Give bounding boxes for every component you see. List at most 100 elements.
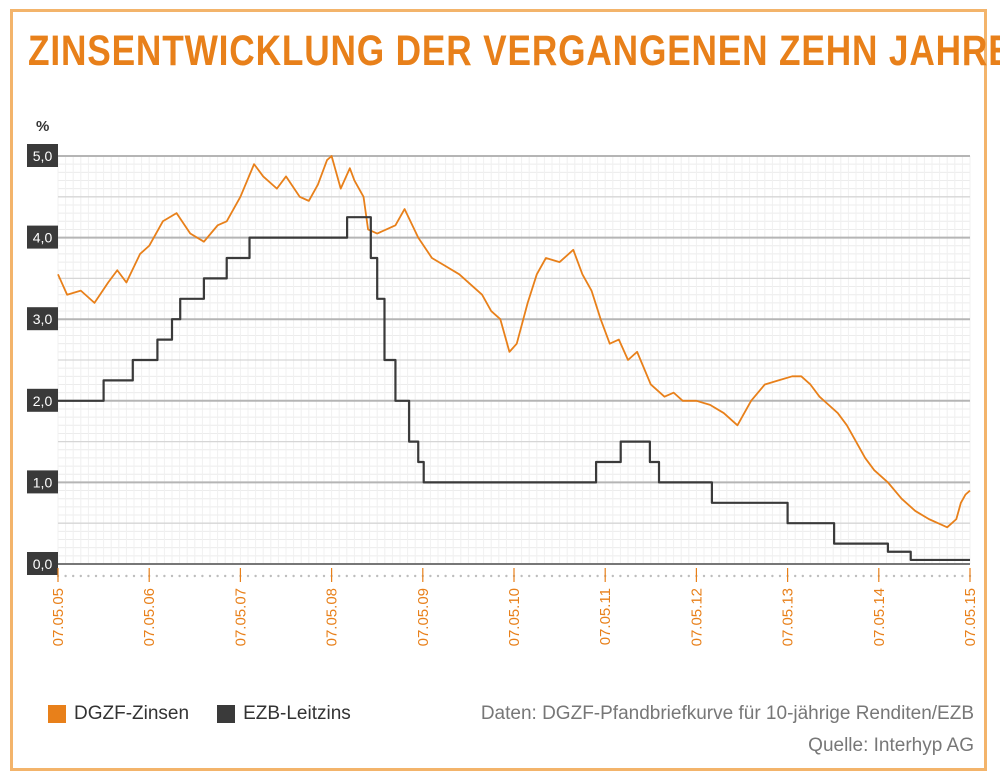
x-minor-tick (885, 574, 888, 578)
legend-item-dgzf: DGZF-Zinsen (48, 703, 189, 725)
x-tick-label: 07.05.12 (688, 588, 705, 646)
legend-label-ezb: EZB-Leitzins (243, 703, 351, 724)
x-tick-label: 07.05.05 (50, 588, 67, 646)
x-minor-tick (763, 574, 766, 578)
x-minor-tick (307, 574, 310, 578)
source-credit: Quelle: Interhyp AG (808, 735, 974, 756)
x-minor-tick (368, 574, 371, 578)
legend-swatch-ezb (217, 705, 236, 723)
x-minor-tick (520, 574, 523, 578)
x-minor-tick (186, 574, 189, 578)
x-minor-tick (550, 574, 554, 578)
x-minor-tick (322, 574, 326, 578)
x-minor-tick (132, 574, 136, 578)
y-tick-box (27, 144, 58, 167)
x-minor-tick (900, 574, 903, 578)
x-minor-tick (345, 574, 348, 578)
x-minor-tick (155, 574, 158, 578)
x-minor-tick (619, 574, 622, 578)
x-minor-tick (528, 574, 531, 578)
x-minor-tick (794, 574, 797, 578)
y-tick-label: 0,0 (33, 556, 53, 572)
x-tick-label: 07.05.14 (871, 588, 888, 646)
x-minor-tick (224, 574, 227, 578)
x-minor-tick (581, 574, 584, 578)
x-minor-tick (140, 574, 143, 578)
x-minor-tick (391, 574, 394, 578)
x-minor-tick (376, 574, 379, 578)
x-minor-tick (163, 574, 166, 578)
legend-label-dgzf: DGZF-Zinsen (74, 703, 190, 724)
series-line-ezb (58, 216, 970, 562)
x-minor-tick (254, 574, 257, 578)
x-minor-tick (72, 574, 75, 578)
x-minor-tick (543, 574, 546, 578)
x-minor-tick (908, 574, 911, 578)
x-minor-tick (193, 574, 196, 578)
x-minor-tick (383, 574, 386, 578)
x-minor-tick (809, 574, 812, 578)
x-minor-tick (497, 574, 500, 578)
x-minor-tick (406, 574, 409, 578)
x-minor-tick (573, 574, 576, 578)
x-minor-tick (953, 574, 956, 578)
x-minor-tick (649, 574, 652, 578)
x-minor-tick (611, 574, 614, 578)
y-tick-box (27, 388, 58, 412)
x-minor-tick (444, 574, 447, 578)
x-tick-label: 07.05.15 (962, 588, 979, 646)
x-tick-label: 07.05.09 (415, 588, 432, 646)
x-minor-tick (946, 574, 949, 578)
x-tick-label: 07.05.11 (597, 588, 614, 645)
x-minor-tick (398, 574, 402, 578)
x-minor-tick (566, 574, 569, 578)
x-minor-tick (870, 574, 873, 578)
x-minor-tick (733, 574, 736, 578)
y-axis-unit-label: % (36, 118, 49, 135)
x-minor-tick (474, 574, 478, 578)
x-tick-label: 07.05.08 (324, 588, 341, 646)
x-minor-tick (626, 574, 630, 578)
y-tick-label: 2,0 (33, 393, 53, 409)
x-minor-tick (467, 574, 470, 578)
x-minor-tick (923, 574, 926, 578)
x-minor-tick (246, 574, 250, 578)
x-minor-tick (756, 574, 759, 578)
y-tick-box (27, 470, 58, 494)
x-minor-tick (125, 574, 128, 578)
y-tick-box (27, 307, 58, 331)
x-minor-tick (262, 574, 265, 578)
x-minor-tick (292, 574, 295, 578)
x-minor-tick (854, 574, 858, 578)
data-source-note: Daten: DGZF-Pfandbriefkurve für 10-jähri… (480, 703, 974, 724)
x-minor-tick (216, 574, 219, 578)
x-minor-tick (94, 574, 98, 578)
x-minor-tick (892, 574, 896, 578)
y-tick-label: 5,0 (33, 148, 53, 164)
x-minor-tick (284, 574, 288, 578)
x-minor-tick (87, 574, 90, 578)
series-line-dgzf (57, 155, 971, 529)
x-minor-tick (64, 574, 67, 578)
x-minor-tick (269, 574, 272, 578)
x-minor-tick (748, 574, 751, 578)
y-tick-label: 1,0 (33, 474, 53, 490)
x-minor-tick (664, 574, 668, 578)
x-minor-tick (771, 574, 774, 578)
x-minor-tick (558, 574, 561, 578)
x-minor-tick (930, 574, 934, 578)
x-minor-tick (535, 574, 538, 578)
x-minor-tick (702, 574, 706, 578)
y-tick-label: 3,0 (33, 311, 53, 327)
x-minor-tick (725, 574, 728, 578)
x-minor-tick (178, 574, 181, 578)
x-minor-tick (657, 574, 660, 578)
x-minor-tick (938, 574, 941, 578)
x-minor-tick (824, 574, 827, 578)
x-minor-tick (110, 574, 113, 578)
y-tick-label: 4,0 (33, 230, 53, 246)
x-minor-tick (277, 574, 280, 578)
x-minor-tick (490, 574, 493, 578)
y-tick-box (27, 225, 58, 249)
